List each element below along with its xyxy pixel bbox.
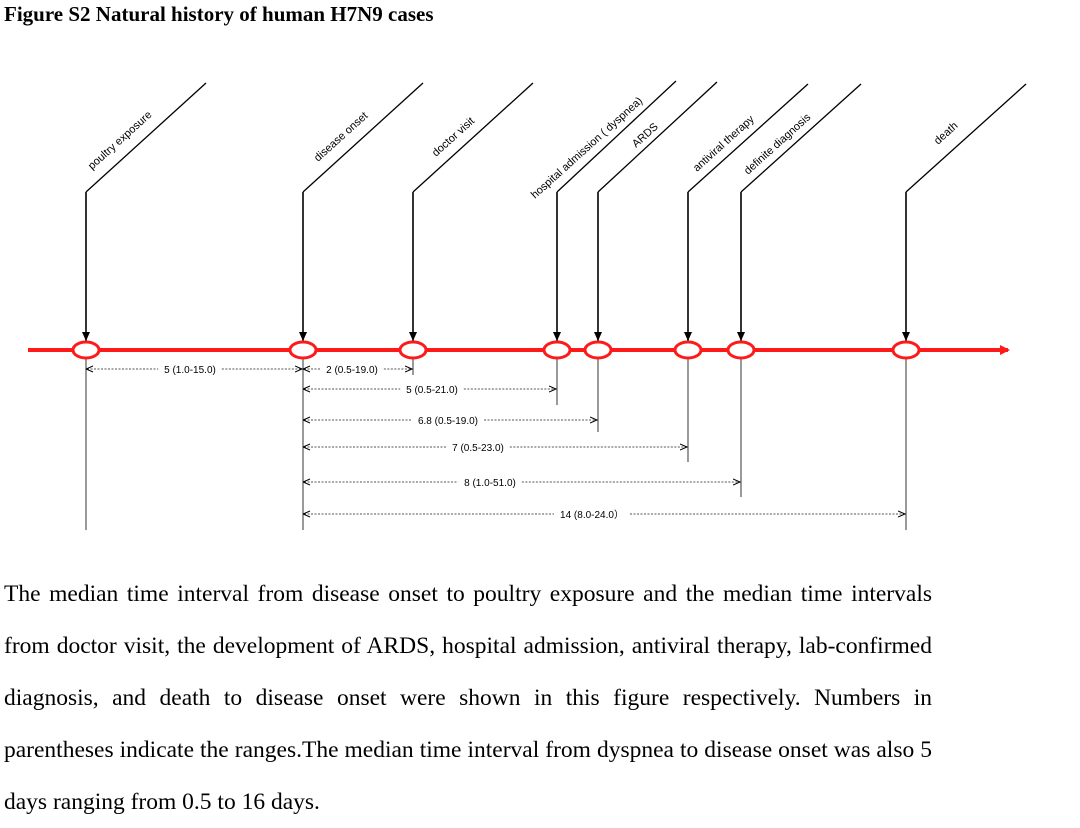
antiviral-therapy-leader-line [687, 83, 809, 193]
doctor-visit-node [398, 340, 428, 360]
ards-node [583, 340, 613, 360]
poultry-exposure-leader-line [85, 82, 207, 193]
definite-diagnosis-node [726, 340, 756, 360]
ards-leader-line [597, 81, 718, 193]
antiviral-therapy-node [673, 340, 703, 360]
interval-label: 5 (0.5-21.0) [406, 385, 458, 396]
doctor-visit-label: doctor visit [430, 115, 477, 159]
definite-diagnosis-leader-line [740, 83, 862, 193]
interval-label: 8 (1.0-51.0) [464, 478, 516, 489]
disease-onset-label: disease onset [312, 110, 370, 164]
disease-onset-leader-line [302, 82, 424, 193]
figure-title: Figure S2 Natural history of human H7N9 … [4, 2, 434, 26]
figure-caption: The median time interval from disease on… [4, 568, 932, 828]
interval-label: 2 (0.5-19.0) [326, 365, 378, 376]
interval-label: 14 (8.0-24.0） [560, 509, 624, 521]
poultry-exposure-node [71, 340, 101, 360]
poultry-exposure-label: poultry exposure [86, 109, 154, 172]
hospital-admission-label: hospital admission ( dyspnea) [529, 95, 645, 201]
interval-label: 5 (1.0-15.0) [164, 365, 216, 376]
death-leader-line [905, 83, 1027, 193]
timeline-diagram: poultry exposure disease onset doctor visi… [28, 80, 1027, 530]
doctor-visit-leader-line [412, 82, 534, 193]
ards-label: ARDS [630, 121, 661, 150]
interval-label: 7 (0.5-23.0) [452, 443, 504, 454]
death-label: death [932, 120, 960, 147]
disease-onset-node [288, 340, 318, 360]
interval-label: 6.8 (0.5-19.0) [418, 416, 478, 427]
hospital-admission-node [542, 340, 572, 360]
death-node [891, 340, 921, 360]
caption-text: The median time interval from disease on… [4, 581, 932, 815]
hospital-admission-leader-line [556, 80, 677, 193]
